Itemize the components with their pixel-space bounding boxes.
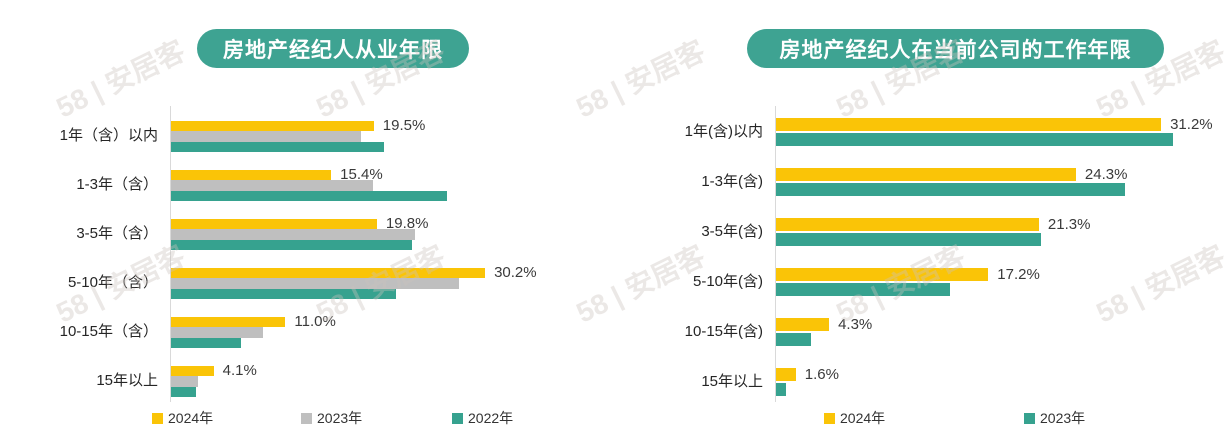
bar-2024年-cat0 [776, 118, 1162, 131]
bar-2024年-cat2 [171, 219, 377, 230]
bar-2024年-cat0 [171, 121, 374, 132]
legend-label: 2023年 [1040, 410, 1086, 426]
legend-label: 2022年 [468, 410, 514, 426]
axis-line [775, 106, 776, 402]
bar-2023年-cat0 [171, 131, 362, 142]
bar-2022年-cat2 [171, 239, 413, 250]
legend-swatch [452, 412, 463, 424]
legend-item-2024年: 2024年 [152, 411, 213, 425]
category-label: 5-10年（含） [67, 274, 158, 292]
bar-2022年-cat4 [171, 337, 241, 348]
bar-2024年-cat4 [776, 318, 830, 331]
category-label: 5-10年(含) [692, 273, 763, 290]
value-label: 15.4% [340, 166, 383, 184]
bar-2023年-cat5 [171, 376, 199, 387]
bar-2024年-cat1 [776, 168, 1076, 181]
bar-2024年-cat5 [776, 368, 796, 381]
bar-2023年-cat4 [171, 327, 263, 338]
bar-2022年-cat0 [171, 141, 385, 152]
chart-title-right-text: 房地产经纪人在当前公司的工作年限 [779, 38, 1132, 62]
chart-title-right: 房地产经纪人在当前公司的工作年限 [747, 29, 1164, 68]
bar-2023年-cat2 [171, 229, 416, 240]
bar-2024年-cat1 [171, 170, 332, 181]
category-label: 15年以上 [96, 372, 158, 390]
bar-2024年-cat4 [171, 317, 286, 328]
value-label: 30.2% [494, 264, 537, 282]
bar-2023年-cat1 [171, 180, 373, 191]
legend-item-2022年: 2022年 [452, 411, 513, 425]
value-label: 21.3% [1047, 215, 1091, 233]
bar-2023年-cat4 [776, 333, 811, 346]
value-label: 19.5% [382, 117, 426, 135]
bar-2023年-cat3 [776, 283, 951, 296]
legend-swatch [1024, 412, 1035, 424]
category-label: 1-3年(含) [701, 173, 763, 190]
category-label: 10-15年（含） [59, 323, 158, 341]
value-label: 17.2% [997, 265, 1040, 283]
value-label: 1.6% [804, 365, 839, 383]
category-label: 1年（含）以内 [59, 127, 158, 145]
value-label: 31.2% [1170, 115, 1213, 133]
chart-title-left: 房地产经纪人从业年限 [197, 29, 469, 68]
legend-label: 2024年 [840, 410, 886, 426]
bar-2023年-cat1 [776, 183, 1126, 196]
bar-2022年-cat5 [171, 386, 196, 397]
legend-item-2023年: 2023年 [301, 411, 362, 425]
legend-item-2023年: 2023年 [1024, 411, 1085, 425]
category-label: 10-15年(含) [684, 323, 763, 340]
value-label: 4.1% [222, 362, 257, 380]
legend-swatch [152, 412, 163, 424]
chart-title-left-text: 房地产经纪人从业年限 [223, 38, 443, 62]
legend-label: 2023年 [317, 410, 363, 426]
legend-swatch [301, 412, 312, 424]
bar-2023年-cat5 [776, 383, 786, 396]
category-label: 15年以上 [701, 373, 763, 390]
value-label: 24.3% [1084, 165, 1128, 183]
bar-2022年-cat1 [171, 190, 447, 201]
category-label: 3-5年（含） [76, 225, 158, 243]
category-label: 1年(含)以内 [684, 123, 763, 140]
legend-swatch [824, 412, 835, 424]
bar-2023年-cat3 [171, 278, 460, 289]
axis-line [170, 106, 171, 402]
bar-2024年-cat2 [776, 218, 1039, 231]
value-label: 11.0% [294, 313, 336, 331]
value-label: 4.3% [838, 315, 873, 333]
legend-item-2024年: 2024年 [824, 411, 885, 425]
category-label: 1-3年（含） [76, 176, 158, 194]
bar-2024年-cat3 [171, 268, 486, 279]
category-label: 3-5年(含) [701, 223, 763, 240]
legend-label: 2024年 [168, 410, 214, 426]
bar-2024年-cat5 [171, 366, 214, 377]
bar-2022年-cat3 [171, 288, 396, 299]
bar-2023年-cat2 [776, 233, 1042, 246]
bar-2024年-cat3 [776, 268, 989, 281]
bar-2023年-cat0 [776, 133, 1174, 146]
value-label: 19.8% [385, 215, 429, 233]
